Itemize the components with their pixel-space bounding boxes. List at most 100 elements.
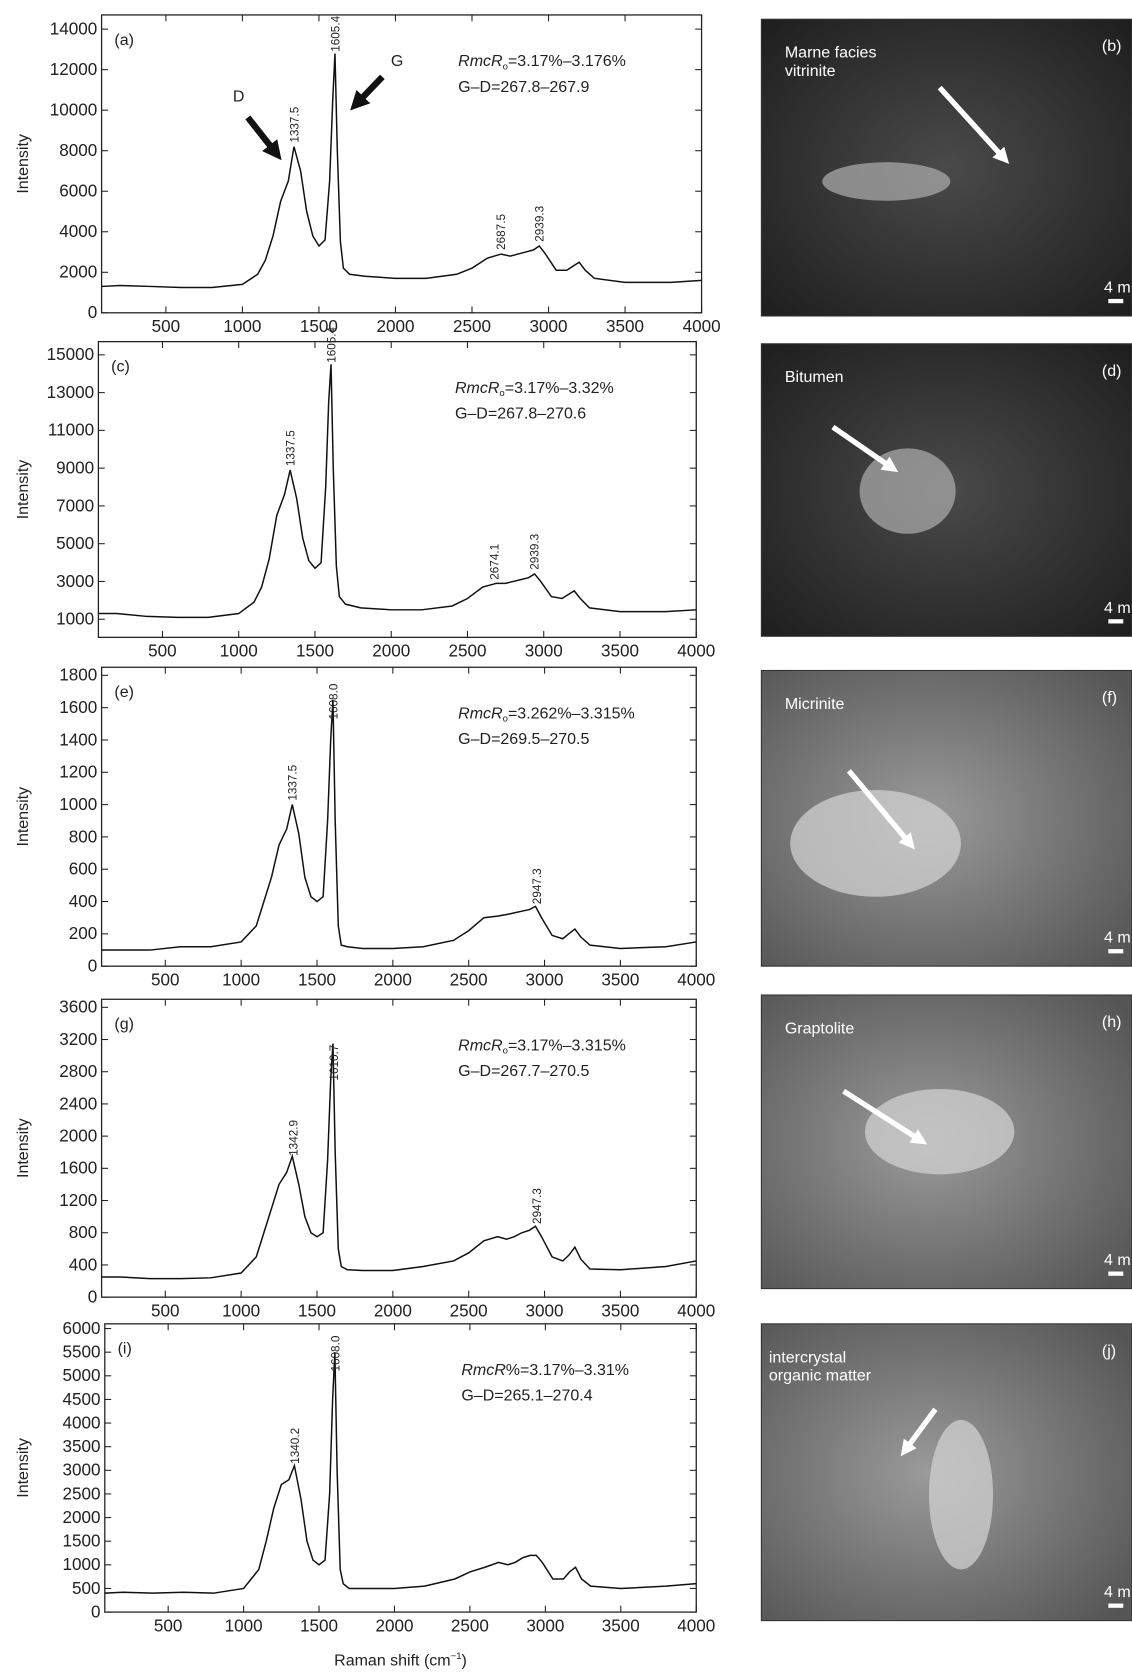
x-tick-label: 3000 <box>526 970 564 989</box>
spectrum-line <box>104 1352 697 1594</box>
peak-label: 1342.9 <box>287 1120 300 1156</box>
y-tick-label: 5000 <box>56 534 94 553</box>
x-tick-label: 1000 <box>225 1616 263 1635</box>
y-tick-label: 2000 <box>63 1508 101 1527</box>
y-tick-label: 1000 <box>59 795 97 814</box>
peak-label: 1605.4 <box>329 15 342 51</box>
micrograph-label: vitrinite <box>785 63 836 80</box>
panel-label: (c) <box>111 359 130 376</box>
organic-particle <box>859 448 956 534</box>
peak-label: 2947.3 <box>531 1188 544 1224</box>
x-tick-label: 4000 <box>677 642 715 661</box>
y-tick-label: 0 <box>88 303 97 322</box>
peak-label: 1610.7 <box>328 1045 341 1081</box>
gd-text: G–D=267.7–270.5 <box>458 1063 589 1080</box>
y-tick-label: 1200 <box>59 763 97 782</box>
x-tick-label: 4000 <box>677 1616 715 1635</box>
peak-label: 1337.5 <box>284 430 297 466</box>
plot-frame <box>97 340 697 638</box>
y-tick-label: 4000 <box>59 222 97 241</box>
peak-label: 2939.3 <box>529 533 542 569</box>
y-tick-label: 14000 <box>50 19 97 38</box>
y-tick-label: 2000 <box>59 263 97 282</box>
y-tick-label: 11000 <box>48 421 94 440</box>
gd-text: G–D=269.5–270.5 <box>458 731 589 748</box>
plot-frame <box>100 998 697 1298</box>
y-tick-label: 2500 <box>63 1484 101 1503</box>
x-tick-label: 1500 <box>300 1616 338 1635</box>
organic-particle <box>864 1088 1015 1175</box>
x-tick-label: 500 <box>152 317 181 336</box>
x-tick-label: 3500 <box>601 642 639 661</box>
pointer-arrow <box>842 1088 928 1145</box>
pointer-arrow <box>846 769 915 850</box>
y-tick-label: 8000 <box>59 141 97 160</box>
spectrum-line <box>98 364 697 619</box>
y-tick-label: 9000 <box>56 458 94 477</box>
x-tick-label: 1000 <box>223 317 261 336</box>
y-tick-label: 3500 <box>63 1437 101 1456</box>
rmc-text: RmcRo=3.17%–3.176% <box>458 53 626 72</box>
y-tick-label: 0 <box>91 1602 101 1621</box>
micrograph-panel: (d) <box>1102 363 1122 380</box>
plot-frame <box>100 14 703 314</box>
arrow <box>245 115 282 161</box>
gd-text: G–D=267.8–270.6 <box>455 406 586 423</box>
spectrum-line <box>101 1043 697 1280</box>
x-tick-label: 2500 <box>451 1616 489 1635</box>
panel-label: (a) <box>114 32 134 49</box>
x-tick-label: 2000 <box>372 642 410 661</box>
y-tick-label: 0 <box>88 957 97 976</box>
y-tick-label: 2800 <box>59 1062 97 1081</box>
x-tick-label: 1500 <box>296 642 334 661</box>
peak-label: 2939.3 <box>534 205 547 241</box>
arrow <box>350 74 385 111</box>
arrow-label: G <box>391 53 403 70</box>
peak-label: 1337.5 <box>287 764 300 800</box>
y-tick-label: 3000 <box>56 572 94 591</box>
x-tick-label: 3000 <box>525 642 563 661</box>
x-tick-label: 2000 <box>374 1301 412 1320</box>
x-tick-label: 1000 <box>222 970 260 989</box>
y-tick-label: 1000 <box>56 610 94 629</box>
micrograph <box>760 18 1132 317</box>
y-tick-label: 400 <box>69 892 98 911</box>
x-tick-label: 3000 <box>526 1616 564 1635</box>
x-tick-label: 500 <box>154 1616 183 1635</box>
rmc-subscript: o <box>503 1046 508 1057</box>
x-tick-label: 1000 <box>220 642 258 661</box>
x-tick-label: 4000 <box>677 970 715 989</box>
y-tick-label: 1600 <box>59 1159 97 1178</box>
y-axis-label: Intensity <box>15 1118 32 1178</box>
y-tick-label: 4000 <box>63 1413 101 1432</box>
peak-label: 2687.5 <box>495 214 508 250</box>
y-tick-label: 1200 <box>59 1191 97 1210</box>
y-tick-label: 13000 <box>47 383 94 402</box>
y-tick-label: 800 <box>69 1223 98 1242</box>
y-tick-label: 600 <box>69 860 98 879</box>
x-tick-label: 500 <box>151 1301 180 1320</box>
scale-bar <box>1108 1603 1124 1608</box>
x-tick-label: 3500 <box>602 1616 640 1635</box>
y-tick-label: 2400 <box>59 1094 97 1113</box>
rmc-symbol: RmcR <box>458 705 503 722</box>
y-tick-label: 6000 <box>63 1319 101 1338</box>
scale-bar <box>1108 298 1124 304</box>
spectrum-line <box>101 699 697 951</box>
y-tick-label: 1600 <box>59 698 97 717</box>
x-tick-label: 3500 <box>601 1301 639 1320</box>
y-tick-label: 0 <box>88 1287 97 1306</box>
x-label-end: ) <box>462 1652 467 1669</box>
micrograph-panel: (j) <box>1102 1343 1116 1360</box>
peak-label: 1340.2 <box>289 1428 302 1464</box>
y-tick-label: 800 <box>69 827 98 846</box>
y-tick-label: 7000 <box>56 496 94 515</box>
peak-label: 1337.5 <box>288 106 301 142</box>
x-tick-label: 2500 <box>450 970 488 989</box>
scale-label: 4 m <box>1104 1252 1131 1269</box>
rmc-symbol: RmcR <box>458 53 503 70</box>
micrograph-label: organic matter <box>769 1367 872 1384</box>
micrograph-panel: (b) <box>1102 38 1122 55</box>
